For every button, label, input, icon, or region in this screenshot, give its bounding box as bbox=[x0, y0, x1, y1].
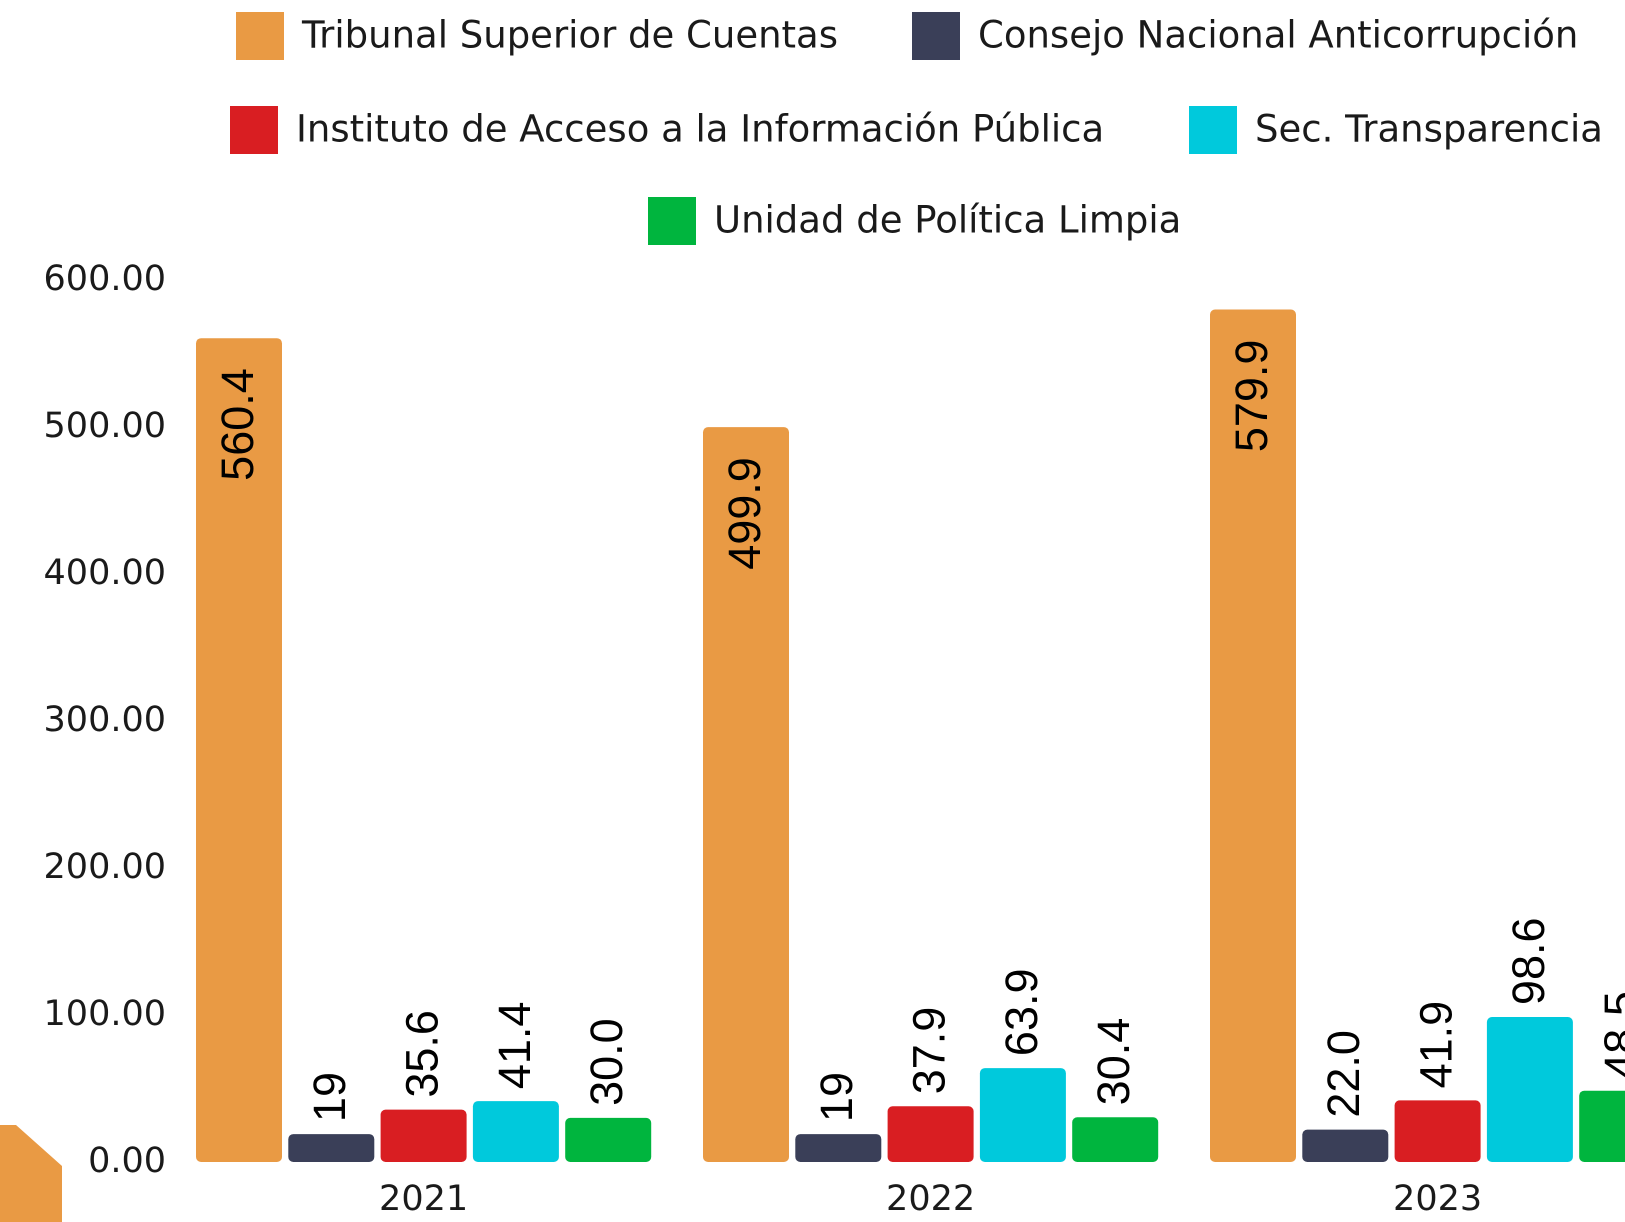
data-label: 48.5 bbox=[1595, 991, 1625, 1079]
legend-label: Tribunal Superior de Cuentas bbox=[301, 14, 838, 57]
bar bbox=[1072, 1117, 1159, 1162]
y-tick-label: 300.00 bbox=[44, 700, 166, 740]
bar bbox=[380, 1109, 467, 1162]
x-tick-label: 2021 bbox=[379, 1179, 468, 1219]
data-label: 560.4 bbox=[212, 368, 263, 481]
bar bbox=[1210, 309, 1296, 1162]
legend-label: Consejo Nacional Anticorrupción bbox=[978, 14, 1578, 57]
bar bbox=[703, 427, 789, 1163]
legend-swatch bbox=[912, 12, 960, 60]
y-tick-label: 200.00 bbox=[44, 847, 166, 887]
bar bbox=[1579, 1090, 1625, 1162]
y-tick-label: 0.00 bbox=[88, 1141, 166, 1181]
data-label: 30.0 bbox=[581, 1018, 632, 1106]
bar bbox=[979, 1068, 1066, 1162]
y-tick-label: 100.00 bbox=[44, 994, 166, 1034]
data-label: 63.9 bbox=[996, 968, 1047, 1056]
y-tick-label: 500.00 bbox=[44, 406, 166, 446]
bar bbox=[1486, 1017, 1573, 1162]
bar bbox=[1302, 1129, 1389, 1162]
x-tick-label: 2022 bbox=[886, 1179, 975, 1219]
y-tick-label: 400.00 bbox=[44, 553, 166, 593]
data-label: 37.9 bbox=[903, 1007, 954, 1095]
data-label: 98.6 bbox=[1503, 917, 1554, 1005]
legend-swatch bbox=[1189, 106, 1237, 154]
bar bbox=[795, 1134, 882, 1162]
bar bbox=[565, 1117, 652, 1162]
data-label: 22.0 bbox=[1318, 1030, 1369, 1118]
legend-swatch bbox=[230, 106, 278, 154]
data-label: 35.6 bbox=[396, 1010, 447, 1098]
data-label: 41.9 bbox=[1410, 1001, 1461, 1089]
decoration bbox=[0, 1125, 62, 1222]
bar bbox=[288, 1134, 375, 1162]
legend-label: Instituto de Acceso a la Información Púb… bbox=[296, 108, 1104, 151]
data-label: 41.4 bbox=[489, 1002, 540, 1090]
bar bbox=[1394, 1100, 1481, 1162]
data-label: 30.4 bbox=[1088, 1018, 1139, 1106]
legend-swatch bbox=[236, 12, 284, 60]
legend-swatch bbox=[648, 197, 696, 245]
x-tick-label: 2023 bbox=[1393, 1179, 1482, 1219]
bar bbox=[196, 338, 282, 1162]
legend-label: Unidad de Política Limpia bbox=[714, 199, 1181, 242]
data-label: 579.9 bbox=[1226, 340, 1277, 453]
data-label: 19 bbox=[811, 1072, 862, 1122]
legend-label: Sec. Transparencia bbox=[1255, 108, 1603, 151]
bar bbox=[472, 1101, 559, 1162]
data-label: 499.9 bbox=[719, 457, 770, 570]
data-label: 19 bbox=[304, 1072, 355, 1122]
y-tick-label: 600.00 bbox=[44, 259, 166, 299]
bar bbox=[887, 1106, 974, 1162]
